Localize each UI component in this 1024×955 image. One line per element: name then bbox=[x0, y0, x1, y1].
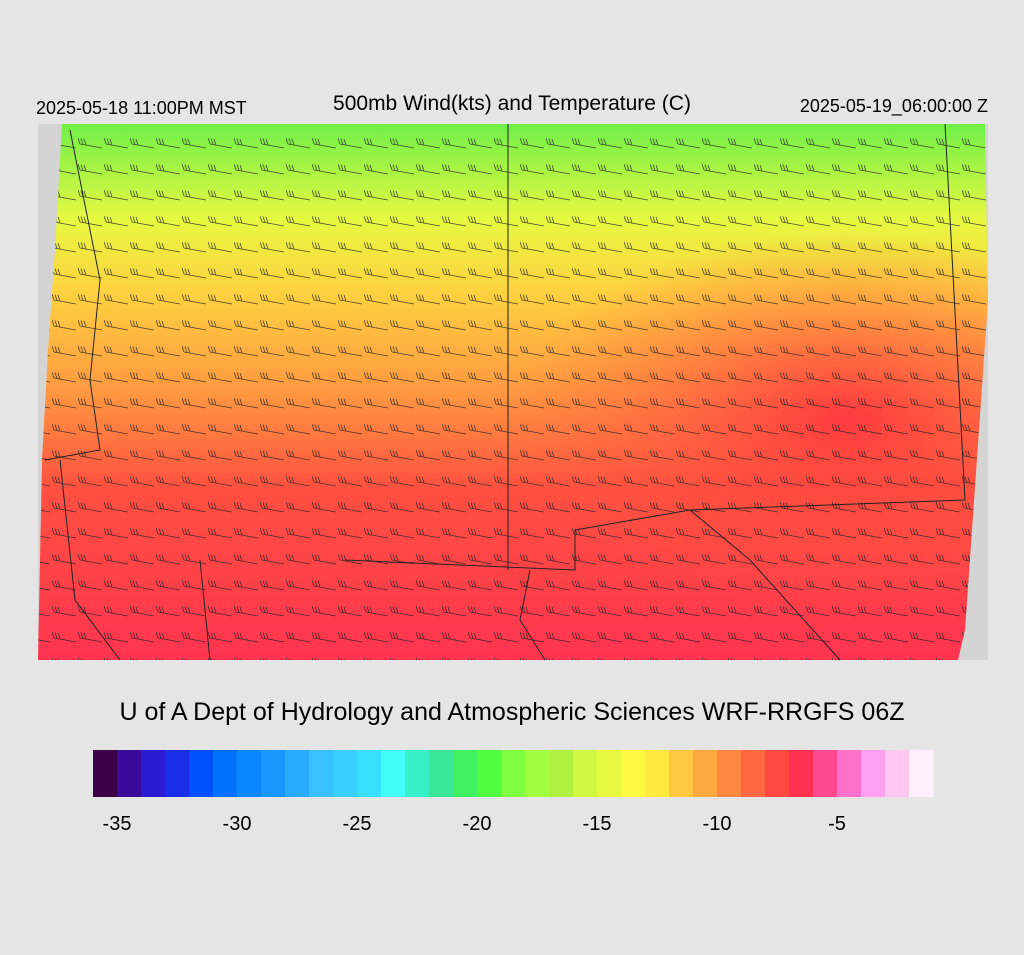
color-swatch bbox=[789, 750, 814, 797]
colorbar-tick-label: -10 bbox=[703, 813, 732, 835]
colorbar-tick-label: -15 bbox=[583, 813, 612, 835]
color-swatch bbox=[93, 750, 118, 797]
color-swatch bbox=[309, 750, 334, 797]
color-swatch bbox=[813, 750, 838, 797]
color-swatch bbox=[237, 750, 262, 797]
color-swatch bbox=[405, 750, 430, 797]
colorbar-tick-label: -35 bbox=[103, 813, 132, 835]
color-swatch bbox=[717, 750, 742, 797]
color-swatch bbox=[837, 750, 862, 797]
color-swatch bbox=[525, 750, 550, 797]
color-swatch bbox=[429, 750, 454, 797]
color-swatch bbox=[573, 750, 598, 797]
color-swatch bbox=[381, 750, 406, 797]
color-swatch bbox=[213, 750, 238, 797]
valid-time: 2025-05-19_06:00:00 Z bbox=[800, 96, 988, 117]
colorbar-tick-label: -20 bbox=[463, 813, 492, 835]
color-swatch bbox=[885, 750, 910, 797]
color-swatch bbox=[645, 750, 670, 797]
local-time: 2025-05-18 11:00PM MST bbox=[36, 98, 247, 118]
color-swatch bbox=[357, 750, 382, 797]
color-swatch bbox=[669, 750, 694, 797]
color-swatch bbox=[117, 750, 142, 797]
color-swatch bbox=[333, 750, 358, 797]
color-swatch bbox=[189, 750, 214, 797]
color-swatch bbox=[549, 750, 574, 797]
color-swatch bbox=[909, 750, 934, 797]
color-swatch bbox=[741, 750, 766, 797]
colorbar-tick-label: -5 bbox=[828, 813, 846, 835]
color-swatch bbox=[261, 750, 286, 797]
color-swatch bbox=[501, 750, 526, 797]
color-swatch bbox=[165, 750, 190, 797]
colorbar-tick-label: -25 bbox=[343, 813, 372, 835]
color-swatch bbox=[861, 750, 886, 797]
credit: U of A Dept of Hydrology and Atmospheric… bbox=[119, 698, 904, 726]
map bbox=[38, 123, 988, 661]
map-title: 500mb Wind(kts) and Temperature (C) bbox=[333, 92, 691, 115]
color-swatch bbox=[453, 750, 478, 797]
color-swatch bbox=[285, 750, 310, 797]
color-swatch bbox=[477, 750, 502, 797]
color-swatch bbox=[141, 750, 166, 797]
colorbar-tick-label: -30 bbox=[223, 813, 252, 835]
colorbar: -35 -30 -25 -20 -15 -10 -5 bbox=[93, 750, 934, 835]
color-swatch bbox=[693, 750, 718, 797]
color-swatch bbox=[597, 750, 622, 797]
color-swatch bbox=[621, 750, 646, 797]
color-swatch bbox=[765, 750, 790, 797]
